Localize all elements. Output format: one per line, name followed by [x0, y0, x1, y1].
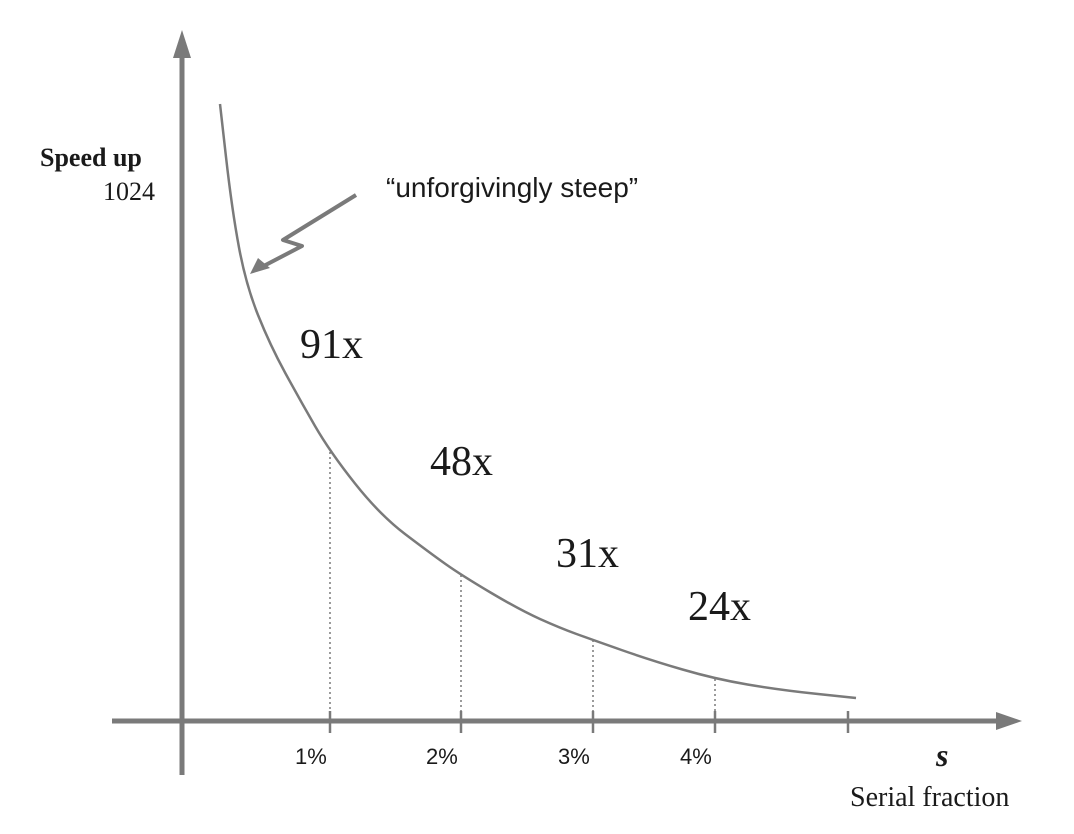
- drop-lines: [329, 452, 716, 721]
- x-tick-label: 4%: [680, 744, 712, 769]
- value-label: 31x: [556, 531, 619, 577]
- value-label: 91x: [300, 322, 363, 368]
- speedup-curve: [218, 103, 857, 700]
- annotation-arrow: [255, 193, 358, 272]
- y-top-label: 1024: [103, 177, 155, 206]
- value-labels: 91x 48x 31x 24x: [300, 322, 751, 630]
- value-label: 24x: [688, 584, 751, 630]
- x-tick-label: 1%: [295, 744, 327, 769]
- x-ticks: 1% 2% 3% 4%: [295, 711, 717, 769]
- x-tick-label: 3%: [558, 744, 590, 769]
- x-axis-symbol: s: [935, 737, 948, 773]
- y-axis-arrow: [173, 30, 191, 58]
- annotation-arrowhead: [250, 258, 270, 274]
- x-axis-arrow: [996, 712, 1022, 730]
- annotation-text: “unforgivingly steep”: [386, 172, 638, 203]
- x-axis-label: Serial fraction: [850, 782, 1009, 813]
- value-label: 48x: [430, 439, 493, 485]
- y-axis-label: Speed up: [40, 143, 142, 172]
- x-tick-label: 2%: [426, 744, 458, 769]
